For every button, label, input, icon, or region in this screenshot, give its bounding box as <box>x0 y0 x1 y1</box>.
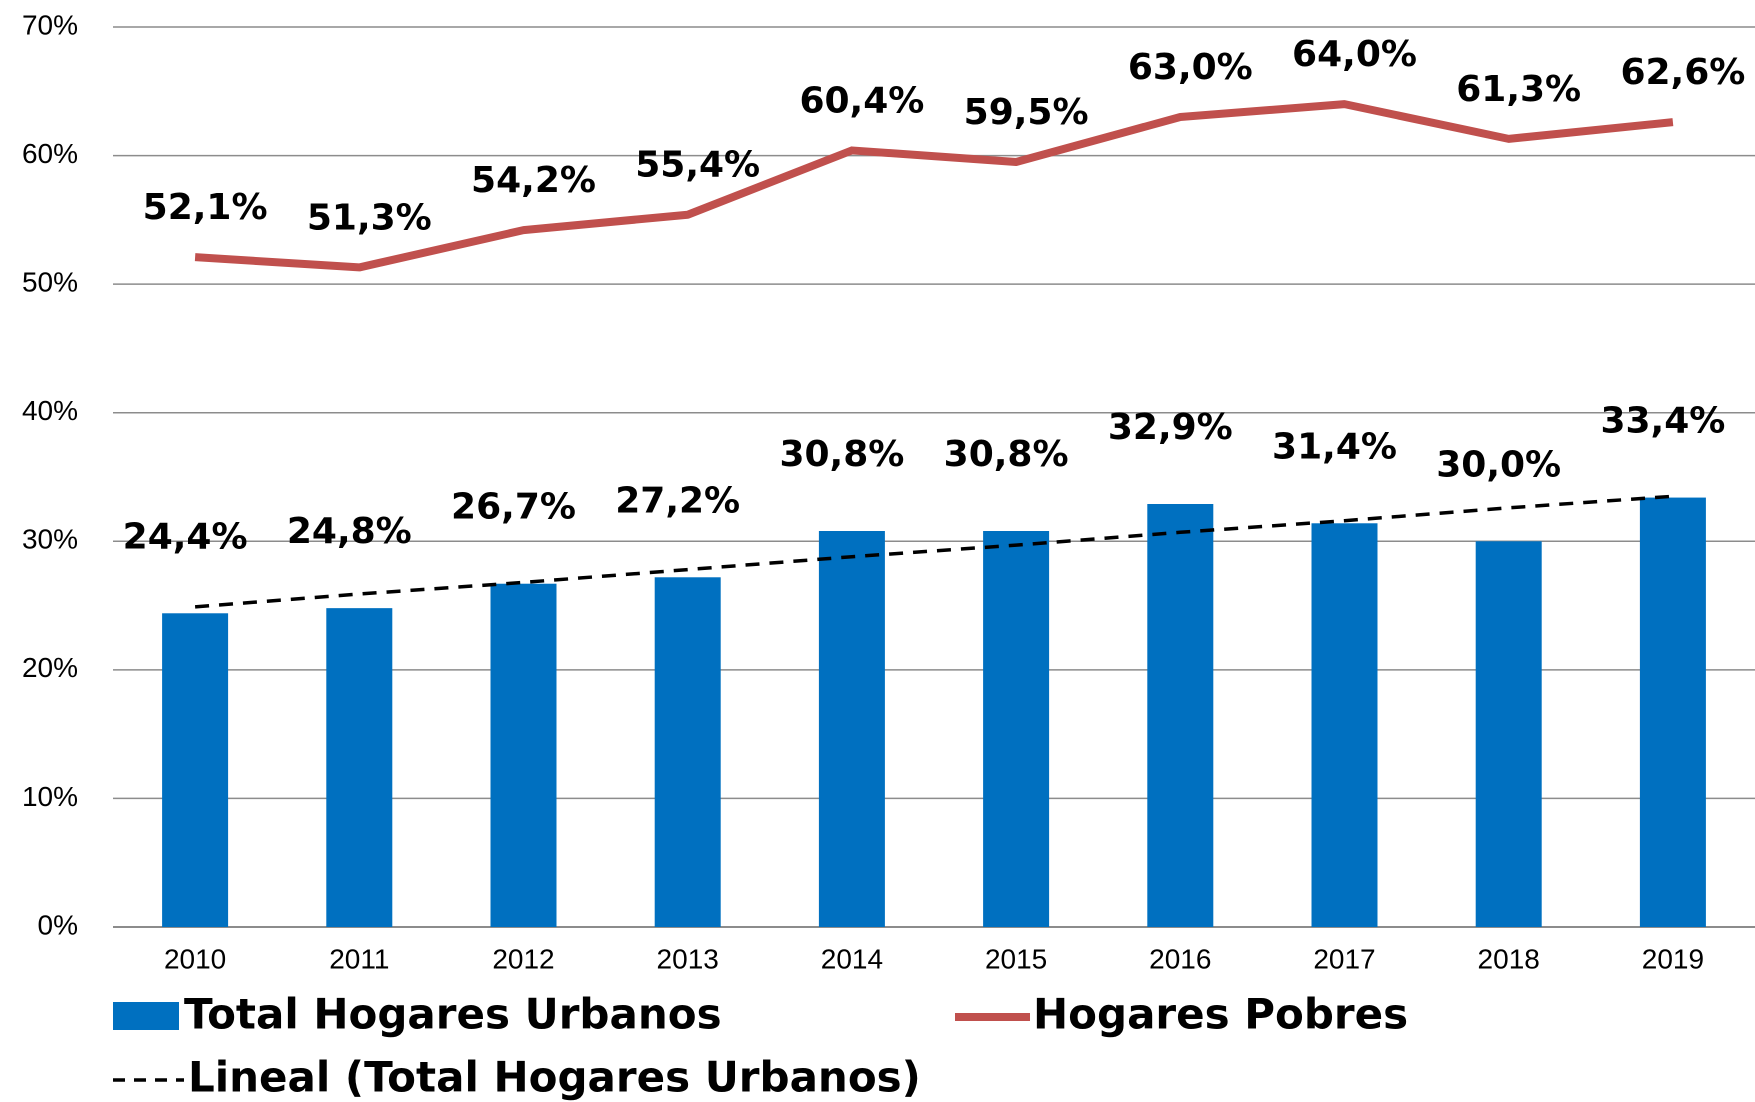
x-tick-label: 2011 <box>329 943 389 974</box>
y-tick-label: 20% <box>22 652 78 683</box>
y-tick-label: 60% <box>22 138 78 169</box>
legend-label: Hogares Pobres <box>1033 990 1408 1039</box>
bar <box>1147 504 1214 927</box>
data-label: 30,0% <box>1436 444 1561 485</box>
data-label: 62,6% <box>1620 52 1745 93</box>
data-label: 55,4% <box>635 145 760 186</box>
data-label: 51,3% <box>307 197 432 238</box>
legend-label: Lineal (Total Hogares Urbanos) <box>188 1053 921 1102</box>
y-tick-label: 0% <box>38 909 78 940</box>
y-tick-label: 70% <box>22 9 78 40</box>
data-label: 52,1% <box>143 187 268 228</box>
bar <box>1475 541 1542 927</box>
y-tick-label: 10% <box>22 781 78 812</box>
data-label: 33,4% <box>1600 401 1725 442</box>
y-tick-label: 40% <box>22 395 78 426</box>
line <box>194 100 1674 272</box>
data-label: 31,4% <box>1272 426 1397 467</box>
data-label: 64,0% <box>1292 34 1417 75</box>
trend-line <box>194 494 1674 609</box>
bar <box>490 583 557 927</box>
legend-swatch <box>113 1002 179 1030</box>
data-label: 30,8% <box>779 434 904 475</box>
x-tick-label: 2019 <box>1642 943 1704 974</box>
data-label: 24,8% <box>287 511 412 552</box>
legend-label: Total Hogares Urbanos <box>184 990 722 1039</box>
bar <box>983 531 1050 927</box>
bar <box>326 608 393 927</box>
x-tick-label: 2016 <box>1149 943 1211 974</box>
data-label: 61,3% <box>1456 69 1581 110</box>
data-label: 24,4% <box>123 516 248 557</box>
y-tick-label: 50% <box>22 267 78 298</box>
data-label: 27,2% <box>615 480 740 521</box>
x-tick-label: 2014 <box>821 943 883 974</box>
data-label: 26,7% <box>451 487 576 528</box>
data-label: 54,2% <box>471 160 596 201</box>
bar <box>162 613 229 927</box>
bar <box>1311 523 1378 927</box>
data-label: 59,5% <box>964 92 1089 133</box>
bar <box>654 577 721 927</box>
x-tick-label: 2018 <box>1478 943 1540 974</box>
x-tick-label: 2013 <box>657 943 719 974</box>
data-label: 63,0% <box>1128 47 1253 88</box>
data-label: 60,4% <box>799 80 924 121</box>
bar <box>1639 497 1706 927</box>
data-label: 30,8% <box>944 434 1069 475</box>
y-tick-label: 30% <box>22 524 78 555</box>
x-tick-label: 2015 <box>985 943 1047 974</box>
x-tick-label: 2017 <box>1313 943 1375 974</box>
data-label: 32,9% <box>1108 407 1233 448</box>
x-tick-label: 2012 <box>492 943 554 974</box>
bar <box>818 531 885 927</box>
x-tick-label: 2010 <box>164 943 226 974</box>
